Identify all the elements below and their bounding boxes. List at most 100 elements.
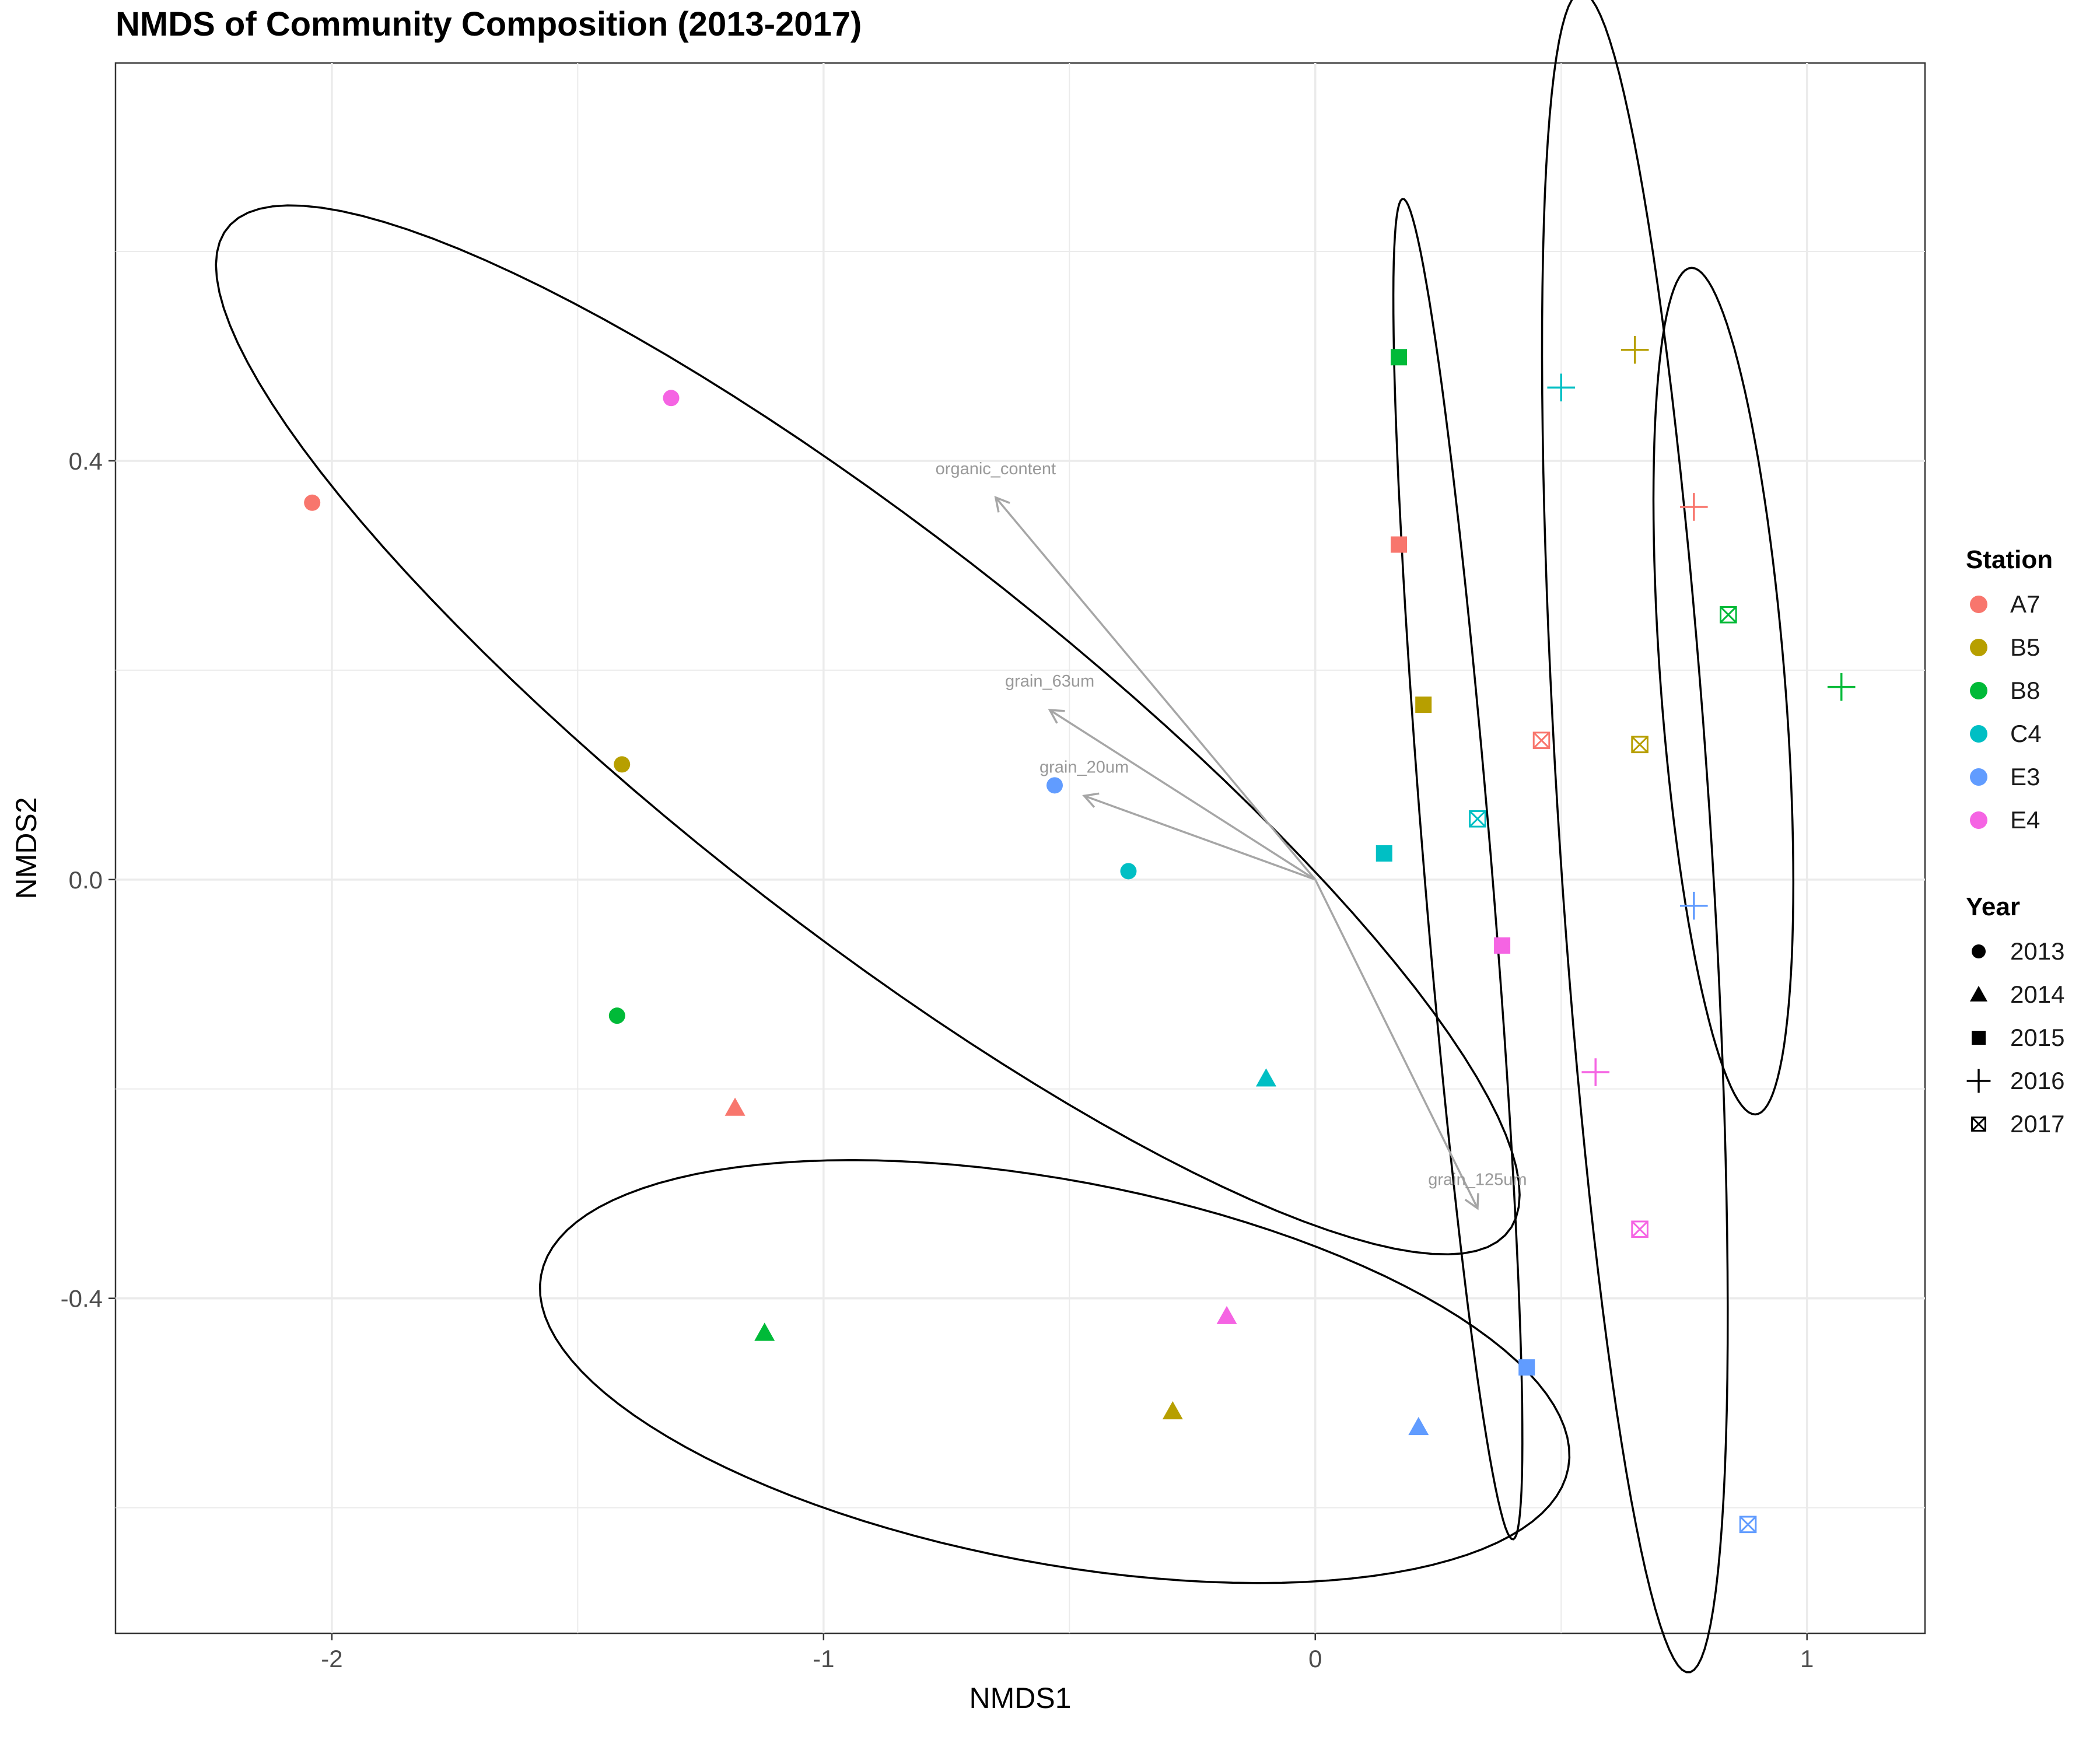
station-legend-key [1966,807,1992,833]
point-B5-2013 [614,756,631,773]
station-legend-item: A7 [1966,583,2053,626]
vector-label: grain_20um [1040,758,1129,776]
vector-arrowhead [1048,709,1065,724]
station-legend-item: B8 [1966,669,2053,712]
point-A7-2017 [1532,732,1550,749]
vector-arrow [1083,794,1316,881]
ellipse-layer [215,0,1795,1674]
year-legend-label: 2013 [2010,937,2065,965]
x-tick-label: -2 [321,1645,342,1672]
point-B5-2015 [1415,696,1432,713]
point-E3-2016 [1680,891,1708,920]
point-C4-2014 [1255,1068,1276,1087]
vector-label: grain_125um [1428,1170,1527,1189]
year-legend-item: 2014 [1966,973,2064,1016]
vector-arrowhead [994,495,1010,513]
station-legend-label: E3 [2010,763,2041,790]
station-legend-item: C4 [1966,712,2053,755]
point-A7-2015 [1391,536,1408,553]
station-color-swatch [1970,768,1987,786]
year-legend-item: 2016 [1966,1059,2064,1102]
vector-layer: organic_content grain_63um grain_20umgrain… [936,460,1527,1210]
y-tick-label: -0.4 [61,1285,103,1312]
point-E3-2017 [1739,1516,1757,1534]
x-tick-label: 1 [1800,1645,1814,1672]
point-B8-2013 [608,1007,625,1024]
vector-arrow [995,496,1317,880]
point-A7-2016 [1680,493,1708,521]
year-legend-label: 2015 [2010,1024,2065,1051]
y-tick-label: 0.0 [69,866,103,894]
plot-panel [114,62,1926,1634]
point-A7-2013 [304,494,321,511]
year-legend-item: 2017 [1966,1102,2064,1146]
station-legend-label: E4 [2010,806,2041,834]
point-B8-2016 [1827,673,1856,701]
year-legend-item: 2013 [1966,930,2064,973]
plus-shape-icon [1966,1069,1991,1093]
station-legend-label: A7 [2010,590,2041,618]
point-E4-2017 [1631,1220,1648,1238]
station-color-swatch [1970,639,1987,656]
station-legend-title: Station [1966,545,2053,574]
point-E4-2016 [1581,1058,1610,1086]
year-legend-title: Year [1966,892,2020,921]
station-legend-key [1966,721,1992,747]
station-legend-key [1966,635,1992,660]
vector-arrowhead [1464,1193,1479,1210]
ellipse-2013 [215,204,1521,1256]
year-shape [1972,1031,1986,1045]
year-legend-key [1966,1025,1992,1051]
year-legend-key [1966,1068,1992,1094]
point-E3-2014 [1408,1416,1429,1436]
year-legend-label: 2016 [2010,1067,2065,1094]
point-B8-2017 [1720,606,1737,624]
point-E4-2014 [1216,1306,1237,1324]
point-B5-2017 [1631,736,1648,754]
year-shape [1972,944,1986,958]
year-legend-item: 2015 [1966,1016,2064,1059]
y-axis-title: NMDS2 [10,797,43,899]
point-B8-2014 [754,1322,775,1341]
circle-shape-icon [1972,944,1986,958]
station-legend-label: C4 [2010,720,2042,747]
station-legend-label: B5 [2010,634,2041,661]
point-C4-2013 [1120,863,1137,880]
station-color-swatch [1970,811,1987,829]
point-A7-2014 [724,1097,746,1116]
point-E4-2015 [1494,937,1511,954]
station-legend-item: E4 [1966,799,2053,842]
station-legend-key [1966,764,1992,790]
square-cross-shape-icon [1971,1116,1986,1132]
triangle-shape-icon [1970,986,1987,1002]
point-C4-2016 [1547,373,1576,402]
point-B8-2015 [1391,349,1408,366]
year-legend: Year 2013 2014 2015 2016 2017 [1966,892,2064,1146]
point-B5-2014 [1162,1401,1183,1420]
vector-arrow [1049,709,1316,881]
x-axis-title: NMDS1 [969,1682,1071,1714]
ellipse-2016 [1652,267,1795,1116]
ellipse-2017 [1541,0,1729,1674]
chart-title: NMDS of Community Composition (2013-2017… [116,5,862,43]
point-layer [304,335,1856,1534]
station-legend-item: B5 [1966,626,2053,669]
x-tick-label: -1 [813,1645,834,1672]
y-tick-label: 0.4 [69,447,103,475]
axis-layer: -2 -1 0 1 -0.4 0.0 0.4 NMDS1 NMDS2 [10,447,1814,1714]
year-shape [1971,1116,1986,1132]
point-E3-2013 [1046,777,1063,794]
station-legend-key [1966,592,1992,617]
station-legend-items: A7 B5 B8 C4 E3 E4 [1966,583,2053,842]
station-color-swatch [1970,596,1987,613]
station-legend: Station A7 B5 B8 C4 E3 E4 [1966,545,2053,842]
year-shape [1970,986,1987,1002]
point-C4-2015 [1376,845,1392,862]
station-legend-key [1966,678,1992,704]
year-legend-key [1966,982,1992,1007]
vector-label: grain_63um [1005,672,1094,691]
station-legend-item: E3 [1966,755,2053,799]
year-legend-items: 2013 2014 2015 2016 2017 [1966,930,2064,1146]
point-C4-2017 [1469,810,1486,828]
